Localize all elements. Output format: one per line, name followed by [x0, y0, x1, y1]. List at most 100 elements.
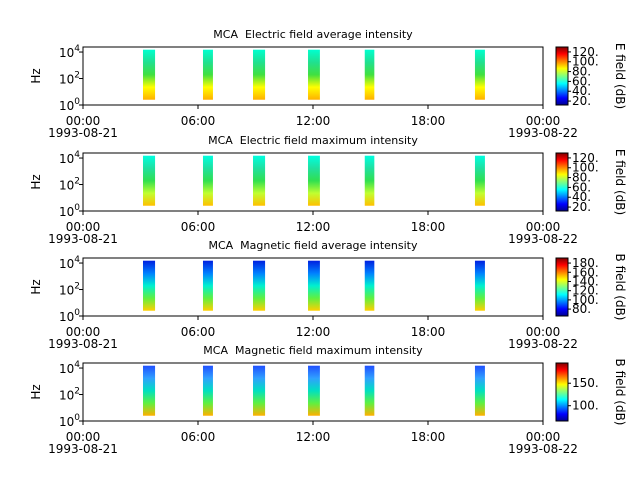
- colorbar-tick-label: 40.: [572, 84, 591, 98]
- colorbar-frame: [555, 257, 569, 317]
- y-tick-exponent: 2: [74, 387, 80, 397]
- y-tick-base: 10: [59, 257, 74, 271]
- spectrogram-block: [202, 260, 213, 311]
- colorbar-tick-label: 100.: [572, 161, 599, 175]
- spectrogram-block: [142, 49, 156, 100]
- y-tick-base: 10: [59, 415, 74, 429]
- panel-title: MCA Magnetic field maximum intensity: [203, 344, 423, 357]
- y-tick-label: 102: [59, 282, 80, 298]
- y-tick-exponent: 4: [74, 360, 80, 370]
- x-tick-label: 18:00: [411, 430, 446, 444]
- colorbar-tick-label: 100.: [572, 399, 599, 413]
- colorbar-frame: [555, 152, 569, 212]
- y-tick-base: 10: [59, 205, 74, 219]
- y-tick-label: 100: [59, 203, 80, 219]
- y-tick-base: 10: [59, 310, 74, 324]
- y-tick-exponent: 0: [74, 308, 80, 318]
- colorbar: [556, 47, 568, 105]
- y-tick-label: 104: [59, 255, 80, 271]
- y-axis-label: Hz: [29, 279, 43, 294]
- colorbar: [556, 363, 568, 421]
- y-tick-label: 104: [59, 44, 80, 60]
- y-tick-exponent: 2: [74, 177, 80, 187]
- x-tick-label: 06:00: [181, 220, 216, 234]
- x-tick-label: 12:00: [296, 114, 331, 128]
- y-tick-exponent: 4: [74, 255, 80, 265]
- spectrogram-block: [253, 49, 266, 100]
- colorbar-tick-label: 100.: [572, 293, 599, 307]
- x-tick-label: 00:00: [526, 114, 561, 128]
- x-tick-label: 12:00: [296, 220, 331, 234]
- end-date: 1993-08-22: [508, 337, 578, 351]
- y-tick-base: 10: [59, 46, 74, 60]
- x-tick-label: 00:00: [526, 430, 561, 444]
- colorbar-tick-label: 100.: [572, 55, 599, 69]
- spectrogram-block: [202, 49, 213, 100]
- colorbar-tick-label: 140.: [572, 274, 599, 288]
- y-tick-base: 10: [59, 179, 74, 193]
- spectrogram-block: [308, 365, 320, 416]
- panel-title: MCA Electric field maximum intensity: [208, 134, 418, 147]
- panel-title: MCA Magnetic field average intensity: [208, 239, 417, 252]
- y-tick-label: 100: [59, 413, 80, 429]
- y-tick-exponent: 0: [74, 97, 80, 107]
- panel-title: MCA Electric field average intensity: [213, 28, 413, 41]
- x-tick-label: 00:00: [66, 325, 101, 339]
- y-tick-base: 10: [59, 152, 74, 166]
- spectrogram-block: [474, 155, 485, 206]
- spectrogram-block: [474, 365, 485, 416]
- colorbar-tick-label: 20.: [572, 94, 591, 108]
- y-tick-label: 102: [59, 387, 80, 403]
- y-tick-exponent: 0: [74, 203, 80, 213]
- spectrogram-block: [253, 155, 266, 206]
- colorbar-label: E field (dB): [613, 149, 627, 215]
- colorbar-label: B field (dB): [613, 359, 627, 426]
- colorbar-tick-label: 120.: [572, 284, 599, 298]
- spectrogram-block: [364, 365, 375, 416]
- y-tick-exponent: 0: [74, 413, 80, 423]
- x-tick-label: 06:00: [181, 430, 216, 444]
- x-tick-label: 00:00: [526, 325, 561, 339]
- colorbar-tick-label: 120.: [572, 45, 599, 59]
- spectrogram-block: [474, 49, 485, 100]
- y-tick-exponent: 4: [74, 44, 80, 54]
- end-date: 1993-08-22: [508, 442, 578, 456]
- spectrogram-block: [364, 260, 375, 311]
- spectrogram-block: [308, 49, 320, 100]
- x-tick-label: 18:00: [411, 220, 446, 234]
- y-tick-exponent: 2: [74, 282, 80, 292]
- y-tick-label: 100: [59, 308, 80, 324]
- x-tick-label: 18:00: [411, 114, 446, 128]
- y-tick-label: 102: [59, 71, 80, 87]
- start-date: 1993-08-21: [48, 232, 118, 246]
- colorbar-label: E field (dB): [613, 43, 627, 109]
- colorbar-tick-label: 40.: [572, 190, 591, 204]
- colorbar-tick-label: 120.: [572, 151, 599, 165]
- spectrogram-block: [474, 260, 485, 311]
- spectrogram-block: [364, 155, 375, 206]
- spectrogram-block: [142, 365, 156, 416]
- y-tick-base: 10: [59, 99, 74, 113]
- spectrogram-block: [202, 155, 213, 206]
- colorbar-tick-label: 20.: [572, 200, 591, 214]
- start-date: 1993-08-21: [48, 337, 118, 351]
- colorbar: [556, 153, 568, 211]
- y-axis-label: Hz: [29, 68, 43, 83]
- colorbar-tick-label: 180.: [572, 256, 599, 270]
- end-date: 1993-08-22: [508, 232, 578, 246]
- x-tick-label: 00:00: [66, 430, 101, 444]
- colorbar: [556, 258, 568, 316]
- y-tick-base: 10: [59, 284, 74, 298]
- x-tick-label: 18:00: [411, 325, 446, 339]
- colorbar-frame: [555, 362, 569, 422]
- y-axis-label: Hz: [29, 384, 43, 399]
- x-tick-label: 12:00: [296, 325, 331, 339]
- spectrogram-block: [142, 260, 156, 311]
- y-tick-label: 102: [59, 177, 80, 193]
- x-tick-label: 00:00: [66, 220, 101, 234]
- y-tick-label: 104: [59, 360, 80, 376]
- spectrogram-block: [142, 155, 156, 206]
- spectrogram-block: [253, 260, 266, 311]
- y-tick-label: 100: [59, 97, 80, 113]
